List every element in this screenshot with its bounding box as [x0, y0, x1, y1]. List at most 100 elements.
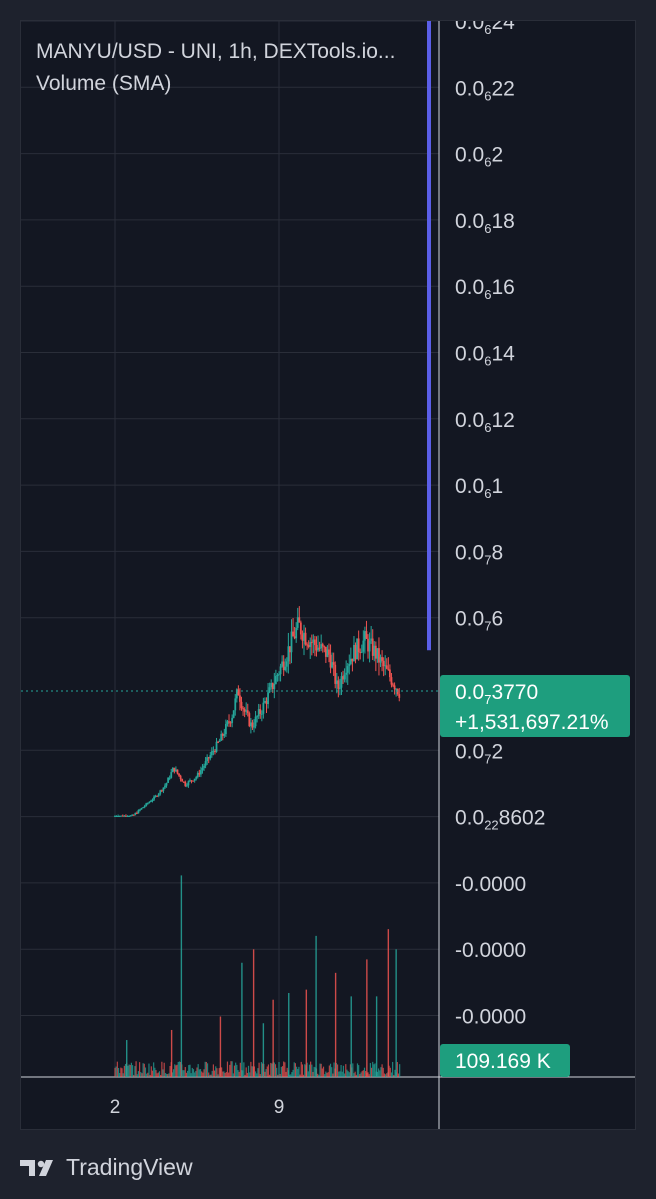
volume-bar: [171, 1072, 173, 1077]
volume-bar: [233, 1065, 236, 1077]
candle-body: [240, 701, 243, 709]
volume-bar: [385, 1074, 387, 1077]
candle-body: [260, 713, 263, 715]
candle-body: [239, 695, 241, 702]
candle-body: [340, 676, 343, 688]
price-axis[interactable]: 0.0624 0.0622 0.062 0.0618 0.0616 0.0614 0.061…: [440, 21, 630, 1077]
volume-bar: [368, 1074, 370, 1077]
volume-bar: [279, 1073, 281, 1077]
candle-body: [359, 652, 362, 654]
volume-bar: [245, 1067, 247, 1077]
candle-body: [346, 666, 349, 673]
volume-bar: [117, 1067, 120, 1077]
candle-body: [342, 676, 344, 680]
candle-body: [187, 781, 190, 786]
volume-bar: [329, 1063, 332, 1077]
volume-bar: [195, 1070, 197, 1077]
volume-bar: [175, 1065, 177, 1077]
candle-body: [315, 644, 318, 651]
volume-bar: [218, 1068, 220, 1077]
candle-body: [388, 669, 391, 678]
price-tick-label: 0.0612: [455, 409, 515, 435]
candle-body: [335, 680, 338, 684]
candle-body: [331, 662, 334, 668]
candle-body: [242, 708, 244, 710]
volume-bar: [280, 1066, 282, 1077]
volume-bar: [270, 1062, 272, 1077]
candle-body: [320, 644, 323, 649]
candle-body: [318, 647, 321, 649]
volume-bar: [162, 1069, 164, 1077]
candle-body: [317, 647, 319, 651]
candle-body: [125, 815, 127, 817]
candle-body: [159, 790, 162, 794]
volume-bar: [196, 1067, 198, 1077]
candle-body: [304, 632, 307, 645]
volume-bar: [206, 1063, 209, 1077]
candle-body: [148, 801, 151, 804]
volume-bar: [262, 1023, 265, 1077]
candle-body: [310, 642, 313, 644]
volume-bar: [141, 1073, 143, 1077]
volume-bar: [232, 1073, 234, 1077]
candle-body: [256, 716, 259, 718]
candle-body: [226, 721, 229, 724]
volume-bar: [278, 1062, 280, 1077]
candle-body: [235, 689, 238, 699]
candle-body: [290, 631, 293, 653]
candle-body: [276, 674, 279, 677]
candle-body: [201, 767, 204, 771]
volume-bar: [183, 1070, 185, 1077]
candle-body: [314, 639, 316, 645]
volume-bar: [169, 1066, 171, 1077]
candle-body: [270, 683, 273, 688]
volume-bar: [140, 1072, 142, 1077]
candle-body: [360, 651, 363, 653]
volume-bar: [182, 1070, 184, 1077]
volume-bar: [358, 1065, 360, 1077]
volume-bar: [149, 1074, 151, 1077]
volume-bar: [373, 1064, 375, 1077]
volume-bar: [154, 1067, 156, 1077]
volume-bar: [212, 1064, 214, 1077]
candle-body: [173, 767, 176, 772]
candle-body: [220, 733, 223, 741]
volume-bar: [205, 1061, 207, 1077]
volume-bar: [307, 1071, 309, 1077]
candle-body: [206, 757, 209, 762]
volume-bar: [344, 1073, 346, 1077]
candle-body: [393, 685, 396, 690]
price-tick-label: 0.0614: [455, 343, 515, 369]
volume-bar: [230, 1061, 232, 1077]
volume-bar: [135, 1061, 137, 1077]
last-price-badge: 0.073770 +1,531,697.21%: [440, 675, 630, 738]
candle-body: [339, 687, 341, 689]
volume-bar: [382, 1067, 384, 1077]
volume-bar: [314, 1067, 316, 1077]
volume-bar: [203, 1069, 205, 1077]
volume-bar: [333, 1062, 335, 1077]
chart-panel[interactable]: 0.0624 0.0622 0.062 0.0618 0.0616 0.0614 0.061…: [20, 20, 636, 1130]
candle-body: [264, 701, 266, 703]
volume-bar: [222, 1071, 224, 1077]
volume-bar: [226, 1061, 229, 1077]
volume-bar: [396, 1062, 398, 1077]
candle-body: [362, 640, 365, 652]
price-chart[interactable]: 0.0624 0.0622 0.062 0.0618 0.0616 0.0614 0.061…: [21, 21, 636, 1130]
volume-indicator-label[interactable]: Volume (SMA): [36, 72, 172, 95]
brand-name: TradingView: [66, 1153, 193, 1180]
volume-bar: [376, 1071, 378, 1077]
candle-body: [323, 646, 326, 648]
volume-bar: [312, 1071, 314, 1077]
price-tick-label: 0.076: [455, 608, 503, 634]
candle-body: [284, 666, 287, 671]
volume-bar: [319, 1063, 321, 1077]
candle-body: [351, 658, 354, 662]
candle-body: [126, 816, 129, 817]
symbol-title[interactable]: MANYU/USD - UNI, 1h, DEXTools.io...: [36, 40, 396, 63]
volume-bar: [322, 1066, 325, 1077]
volume-bar: [269, 1074, 271, 1077]
volume-bar: [192, 1069, 195, 1077]
volume-bar: [332, 1073, 334, 1077]
